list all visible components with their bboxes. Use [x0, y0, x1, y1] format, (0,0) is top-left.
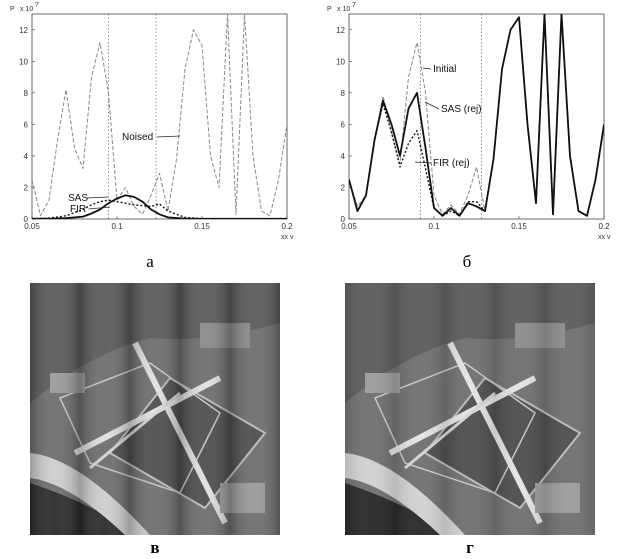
- y-tick-label: 8: [24, 89, 29, 98]
- y-tick-label: 10: [336, 57, 345, 66]
- y-scale-label: x 10: [337, 6, 350, 13]
- x-axis-label: xx v: [281, 234, 294, 241]
- annotation-sas: SAS: [68, 193, 88, 204]
- series-line-fir-rej: [349, 14, 604, 217]
- y-tick-label: 4: [24, 152, 29, 161]
- x-tick-label: 0.05: [24, 222, 40, 231]
- y-tick-label: 6: [341, 120, 346, 129]
- figure-panel-c: в: [30, 283, 280, 559]
- y-tick-label: 2: [341, 183, 346, 192]
- x-tick-label: 0.05: [341, 222, 357, 231]
- y-tick-label: 12: [336, 26, 345, 35]
- y-tick-label: 12: [19, 26, 28, 35]
- annotation-noised-arrow: [156, 135, 181, 138]
- annotation-fir-rej-arrow: [414, 161, 432, 164]
- x-tick-label: 0.2: [281, 222, 293, 231]
- y-tick-label: 2: [24, 183, 29, 192]
- annotation-sas-arrow: [86, 196, 109, 199]
- chart-initial-sas-fir-rej: 0 2 4 6 8 10 12 0.05 0.1 0.15 0.2 P x 107 xx v Initial…: [327, 2, 611, 241]
- y-scale-label: x 10: [20, 6, 33, 13]
- plot-area: [31, 13, 288, 220]
- annotation-fir-arrow: [88, 206, 111, 210]
- annotation-sas-rej-arrow: [424, 101, 440, 110]
- y-scale-exponent: 7: [35, 2, 39, 9]
- annotation-noised: Noised: [122, 132, 153, 143]
- y-scale-exponent: 7: [352, 2, 356, 9]
- y-tick-label: 6: [24, 120, 29, 129]
- series-line-sas-rej: [349, 14, 604, 217]
- figure-panel-d: г: [345, 283, 595, 559]
- x-tick-label: 0.15: [194, 222, 210, 231]
- annotation-sas-rej: SAS (rej): [441, 104, 482, 115]
- panel-label-a: а: [146, 252, 154, 271]
- x-tick-label: 0.2: [598, 222, 610, 231]
- annotation-initial: Initial: [433, 64, 456, 75]
- y-tick-label: 4: [341, 152, 346, 161]
- panel-label-c: в: [150, 538, 160, 557]
- aerial-image-noisy: [30, 283, 280, 535]
- annotation-fir-rej: FIR (rej): [433, 158, 470, 169]
- series-line-noised: [32, 14, 287, 217]
- x-tick-label: 0.1: [111, 222, 123, 231]
- panel-label-d: г: [466, 538, 474, 557]
- series-line-sas: [32, 194, 287, 219]
- y-tick-label: 10: [19, 57, 28, 66]
- annotation-initial-arrow: [422, 67, 432, 70]
- panel-label-b: б: [462, 252, 472, 271]
- y-axis-label: P: [10, 6, 15, 13]
- x-axis-label: xx v: [598, 234, 611, 241]
- y-axis-label: P: [327, 6, 332, 13]
- y-tick-label: 0: [341, 215, 346, 224]
- aerial-image-filtered: [345, 283, 595, 535]
- x-tick-label: 0.1: [428, 222, 440, 231]
- plot-area: [348, 13, 605, 220]
- y-tick-label: 0: [24, 215, 29, 224]
- y-tick-label: 8: [341, 89, 346, 98]
- annotation-fir: FIR: [70, 204, 86, 215]
- x-tick-label: 0.15: [511, 222, 527, 231]
